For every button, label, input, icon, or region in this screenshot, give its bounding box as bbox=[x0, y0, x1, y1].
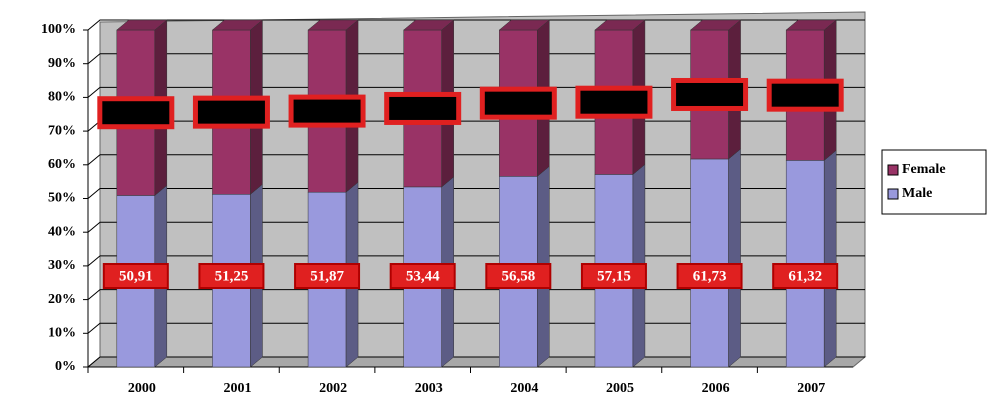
x-tick-label: 2007 bbox=[797, 381, 825, 396]
bar-side bbox=[823, 149, 837, 368]
y-tick-label: 0% bbox=[55, 359, 76, 374]
value-label: 57,15 bbox=[597, 268, 631, 284]
x-tick-label: 2006 bbox=[702, 381, 730, 396]
legend-swatch bbox=[887, 188, 899, 200]
bar-top bbox=[594, 19, 646, 31]
value-label: 51,25 bbox=[215, 268, 249, 284]
value-label-box bbox=[485, 263, 552, 290]
x-tick-label: 2001 bbox=[223, 381, 251, 396]
value-label: 51,87 bbox=[310, 268, 344, 284]
bar-top bbox=[498, 19, 551, 31]
redacted-label bbox=[575, 85, 653, 119]
redacted-label bbox=[288, 94, 366, 128]
y-tick-label: 80% bbox=[48, 90, 76, 105]
value-label-box bbox=[294, 263, 361, 290]
bar-segment bbox=[690, 158, 729, 368]
redacted-label bbox=[97, 96, 175, 130]
legend-label: Female bbox=[902, 162, 946, 177]
value-label: 50,91 bbox=[119, 268, 153, 284]
y-tick-label: 90% bbox=[48, 56, 76, 71]
x-tick-label: 2005 bbox=[606, 381, 634, 396]
redacted-label bbox=[766, 78, 844, 112]
redacted-label bbox=[479, 86, 557, 120]
value-label-box bbox=[102, 263, 169, 290]
y-tick-label: 70% bbox=[48, 123, 76, 138]
bar-top bbox=[307, 19, 359, 31]
legend bbox=[881, 149, 987, 215]
x-tick-label: 2004 bbox=[510, 381, 538, 396]
value-label: 61,32 bbox=[788, 268, 822, 284]
redacted-label bbox=[671, 77, 749, 111]
y-tick-label: 60% bbox=[48, 157, 76, 172]
legend-swatch bbox=[887, 164, 899, 176]
y-tick-label: 20% bbox=[48, 292, 76, 307]
y-tick-label: 40% bbox=[48, 224, 76, 239]
bar-top bbox=[402, 19, 455, 31]
value-label: 56,58 bbox=[501, 268, 535, 284]
value-label-box bbox=[772, 263, 839, 290]
bar-top bbox=[116, 19, 168, 31]
redacted-label bbox=[384, 91, 462, 125]
x-tick-label: 2003 bbox=[415, 381, 443, 396]
legend-label: Male bbox=[902, 186, 932, 201]
y-tick-label: 30% bbox=[48, 258, 76, 273]
x-tick-label: 2000 bbox=[128, 381, 156, 396]
value-label-box bbox=[676, 263, 743, 290]
value-label: 61,73 bbox=[693, 268, 727, 284]
bar-top bbox=[785, 19, 837, 31]
value-label: 53,44 bbox=[406, 268, 440, 284]
bar-side bbox=[728, 148, 741, 368]
value-label-box bbox=[580, 263, 647, 290]
bar-top bbox=[689, 19, 742, 31]
value-label-box bbox=[198, 263, 265, 290]
bar-top bbox=[211, 19, 264, 31]
floor bbox=[86, 356, 867, 368]
value-label-box bbox=[389, 263, 456, 290]
y-tick-label: 50% bbox=[48, 191, 76, 206]
redacted-label bbox=[192, 95, 270, 129]
x-tick-label: 2002 bbox=[319, 381, 347, 396]
y-tick-label: 10% bbox=[48, 326, 76, 341]
y-tick-label: 100% bbox=[41, 22, 76, 37]
